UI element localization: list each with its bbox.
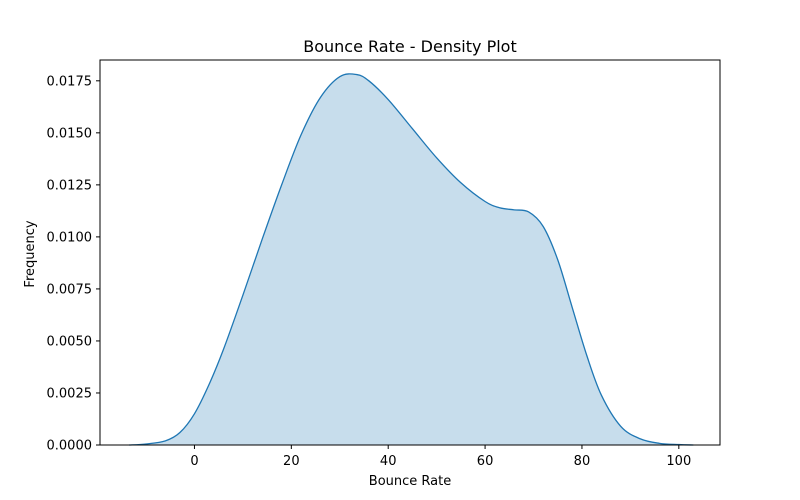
plot-area [129, 73, 694, 446]
y-axis-label: Frequency [23, 220, 38, 287]
y-tick-label: 0.0150 [47, 126, 93, 141]
plot-frame [99, 59, 721, 446]
x-tick-label: 80 [574, 454, 591, 469]
y-tick-label: 0.0125 [47, 178, 93, 193]
y-tick-label: 0.0075 [47, 282, 93, 297]
density-line [129, 73, 694, 446]
y-tick-label: 0.0025 [47, 386, 93, 401]
x-tick-label: 0 [190, 454, 198, 469]
y-tick-label: 0.0000 [47, 439, 93, 454]
y-tick-label: 0.0100 [47, 230, 93, 245]
density-area [129, 73, 694, 445]
y-tick-label: 0.0050 [47, 334, 93, 349]
chart-title: Bounce Rate - Density Plot [303, 37, 516, 56]
axes: 0 20 40 60 80 100 0.0000 0.0025 0.0050 0.0075 0.01… [47, 59, 721, 469]
x-axis-label: Bounce Rate [369, 474, 451, 489]
x-tick-label: 100 [666, 454, 691, 469]
x-tick-label: 20 [283, 454, 300, 469]
x-tick-label: 60 [477, 454, 494, 469]
x-tick-label: 40 [380, 454, 397, 469]
y-tick-label: 0.0175 [47, 74, 93, 89]
